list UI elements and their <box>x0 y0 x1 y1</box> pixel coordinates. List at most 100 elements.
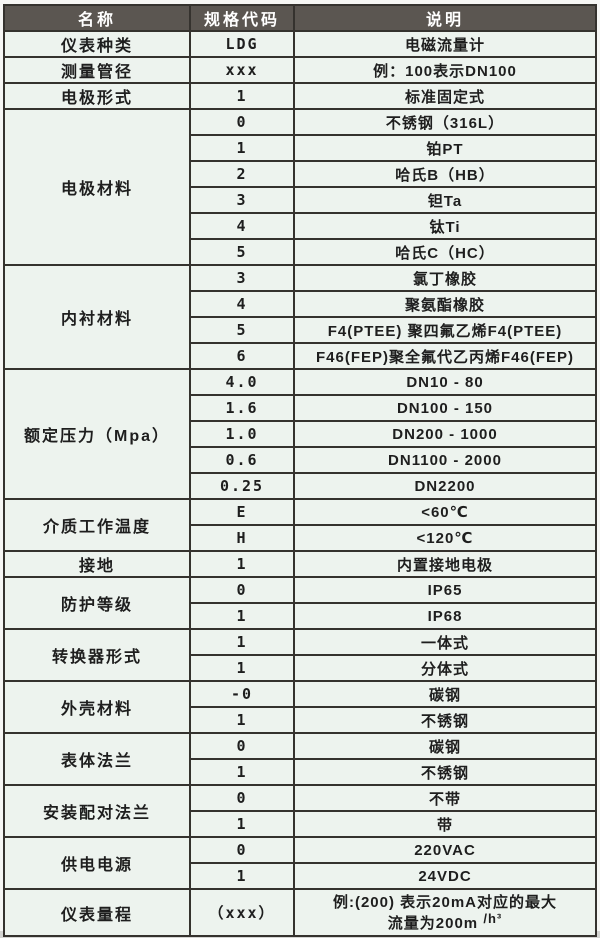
row-group-name: 表体法兰 <box>3 732 191 786</box>
desc-cell: 钛Ti <box>293 212 597 240</box>
desc-cell: 24VDC <box>293 862 597 890</box>
code-cell: 1 <box>189 810 295 838</box>
row-group-name: 外壳材料 <box>3 680 191 734</box>
desc-cell: 钽Ta <box>293 186 597 214</box>
code-cell: 0.6 <box>189 446 295 474</box>
code-cell: 3 <box>189 264 295 292</box>
desc-cell: 一体式 <box>293 628 597 656</box>
code-cell: 0 <box>189 836 295 864</box>
desc-cell: 例：100表示DN100 <box>293 56 597 84</box>
row-group-name: 额定压力（Mpa） <box>3 368 191 500</box>
header-desc: 说明 <box>293 4 597 32</box>
code-cell: 1 <box>189 550 295 578</box>
desc-cell: 标准固定式 <box>293 82 597 110</box>
code-cell: LDG <box>189 30 295 58</box>
row-group-name: 转换器形式 <box>3 628 191 682</box>
desc-cell: F46(FEP)聚全氟代乙丙烯F46(FEP) <box>293 342 597 370</box>
table-row: 0.25 DN2200 <box>4 472 597 500</box>
table-row: 1 分体式 <box>4 654 597 682</box>
table-row: 5 F4(PTEE) 聚四氟乙烯F4(PTEE) <box>4 316 597 344</box>
desc-cell: 哈氏C（HC） <box>293 238 597 266</box>
code-cell: 1.6 <box>189 394 295 422</box>
desc-cell: 铂PT <box>293 134 597 162</box>
table-row: 电极形式 1 标准固定式 <box>3 82 597 110</box>
desc-cell: <60℃ <box>293 498 597 526</box>
spec-table-header: 名称 规格代码 说明 <box>3 4 597 32</box>
row-group-name: 仪表种类 <box>3 30 191 58</box>
desc-cell: DN200 - 1000 <box>293 420 597 448</box>
desc-cell: DN100 - 150 <box>293 394 597 422</box>
table-row: 1 IP68 <box>4 602 597 630</box>
code-cell: 0 <box>189 108 295 136</box>
table-row: 内衬材料 3 氯丁橡胶 <box>3 264 597 370</box>
table-row: 接地 1 内置接地电极 <box>3 550 597 578</box>
code-cell: 0 <box>189 576 295 604</box>
spec-table-body: 仪表种类 LDG 电磁流量计 测量管径 xxx 例：100表示DN100 电极形式 1 标准固定… <box>3 30 597 937</box>
code-cell: （xxx） <box>189 888 295 937</box>
desc-cell: DN2200 <box>293 472 597 500</box>
code-cell: 4.0 <box>189 368 295 396</box>
table-row: 1 铂PT <box>4 134 597 162</box>
code-cell: xxx <box>189 56 295 84</box>
code-cell: 1.0 <box>189 420 295 448</box>
code-cell: 1 <box>189 602 295 630</box>
table-row: 转换器形式 1 一体式 <box>3 628 597 682</box>
row-group-name: 安装配对法兰 <box>3 784 191 838</box>
table-row: 仪表种类 LDG 电磁流量计 <box>3 30 597 58</box>
table-row: 0.6 DN1100 - 2000 <box>4 446 597 474</box>
table-row: 1 24VDC <box>4 862 597 890</box>
code-cell: E <box>189 498 295 526</box>
code-cell: 1 <box>189 628 295 656</box>
desc-cell: 哈氏B（HB） <box>293 160 597 188</box>
desc-cell: 电磁流量计 <box>293 30 597 58</box>
table-row: 1.0 DN200 - 1000 <box>4 420 597 448</box>
code-cell: 1 <box>189 654 295 682</box>
row-group-name: 电极材料 <box>3 108 191 266</box>
table-row: 1.6 DN100 - 150 <box>4 394 597 422</box>
table-row: 外壳材料 -0 碳钢 <box>3 680 597 734</box>
table-row: 3 钽Ta <box>4 186 597 214</box>
desc-cell: F4(PTEE) 聚四氟乙烯F4(PTEE) <box>293 316 597 344</box>
desc-cell: 不锈钢 <box>293 706 597 734</box>
code-cell: 1 <box>189 706 295 734</box>
row-group-name: 内衬材料 <box>3 264 191 370</box>
desc-cell: <120℃ <box>293 524 597 552</box>
desc-cell: 带 <box>293 810 597 838</box>
desc-cell: 聚氨酯橡胶 <box>293 290 597 318</box>
table-row: 4 聚氨酯橡胶 <box>4 290 597 318</box>
table-row: 防护等级 0 IP65 <box>3 576 597 630</box>
desc-cell: DN1100 - 2000 <box>293 446 597 474</box>
table-row: 4 钛Ti <box>4 212 597 240</box>
row-group-name: 测量管径 <box>3 56 191 84</box>
table-row: H <120℃ <box>4 524 597 552</box>
desc-cell: 内置接地电极 <box>293 550 597 578</box>
desc-cell: IP68 <box>293 602 597 630</box>
code-cell: 1 <box>189 82 295 110</box>
header-code: 规格代码 <box>189 4 295 32</box>
row-group-name: 电极形式 <box>3 82 191 110</box>
desc-cell: 碳钢 <box>293 732 597 760</box>
code-cell: H <box>189 524 295 552</box>
code-cell: 1 <box>189 134 295 162</box>
code-cell: 4 <box>189 212 295 240</box>
code-cell: 4 <box>189 290 295 318</box>
code-cell: 2 <box>189 160 295 188</box>
code-cell: 5 <box>189 238 295 266</box>
header-row: 名称 规格代码 说明 <box>3 4 597 32</box>
row-group-name: 介质工作温度 <box>3 498 191 552</box>
table-row: 安装配对法兰 0 不带 <box>3 784 597 838</box>
table-row: 仪表量程 （xxx） 例:(200) 表示20mA对应的最大 流量为200m /h³ <box>3 888 597 937</box>
table-row: 测量管径 xxx 例：100表示DN100 <box>3 56 597 84</box>
desc-cell: 碳钢 <box>293 680 597 708</box>
table-row: 2 哈氏B（HB） <box>4 160 597 188</box>
desc-cell: 不带 <box>293 784 597 812</box>
spec-table: 名称 规格代码 说明 仪表种类 LDG 电磁流量计 测量管径 xxx 例：100表示DN1… <box>3 4 597 937</box>
code-cell: 0.25 <box>189 472 295 500</box>
table-row: 介质工作温度 E <60℃ <box>3 498 597 552</box>
code-cell: 1 <box>189 862 295 890</box>
code-cell: 3 <box>189 186 295 214</box>
table-row: 额定压力（Mpa） 4.0 DN10 - 80 <box>3 368 597 500</box>
desc-cell: DN10 - 80 <box>293 368 597 396</box>
